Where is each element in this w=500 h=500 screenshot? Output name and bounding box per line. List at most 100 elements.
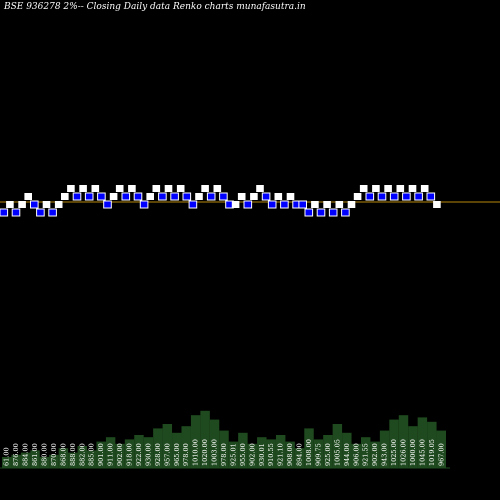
volume-label: 1019.05 bbox=[428, 439, 436, 466]
renko-brick-down bbox=[139, 200, 149, 209]
volume-label: 901.00 bbox=[97, 443, 105, 466]
renko-brick-up bbox=[201, 185, 209, 192]
volume-bar bbox=[417, 417, 428, 468]
volume-label: 880.00 bbox=[41, 443, 49, 466]
volume-label: 978.00 bbox=[182, 443, 190, 466]
volume-label: 1003.00 bbox=[211, 439, 219, 466]
renko-brick-down bbox=[97, 192, 106, 201]
renko-brick-down bbox=[414, 192, 423, 201]
volume-bar bbox=[2, 457, 12, 468]
renko-brick-down bbox=[170, 192, 179, 201]
volume-label: 908.00 bbox=[286, 443, 294, 466]
volume-bar bbox=[30, 450, 40, 468]
volume-bar bbox=[266, 439, 276, 468]
volume-bar bbox=[115, 443, 125, 468]
renko-brick-up bbox=[311, 201, 319, 208]
volume-label: 1045.00 bbox=[418, 439, 426, 466]
volume-bar bbox=[181, 426, 191, 468]
volume-bar bbox=[11, 454, 21, 468]
renko-brick-down bbox=[11, 208, 21, 217]
volume-bar bbox=[332, 424, 343, 468]
volume-label: 955.00 bbox=[239, 443, 247, 466]
volume-label: 930.01 bbox=[258, 443, 266, 466]
volume-label: 61.00 bbox=[3, 447, 11, 466]
renko-brick-up bbox=[347, 201, 356, 208]
renko-brick-up bbox=[353, 193, 362, 200]
volume-label: 902.00 bbox=[248, 443, 256, 466]
volume-bar bbox=[20, 452, 31, 468]
volume-label: 902.00 bbox=[371, 443, 379, 466]
renko-brick-up bbox=[384, 185, 392, 192]
renko-brick-up bbox=[250, 193, 258, 200]
renko-brick-up bbox=[433, 201, 441, 208]
renko-brick-down bbox=[219, 192, 228, 201]
renko-brick-up bbox=[42, 201, 51, 208]
renko-brick-down bbox=[341, 208, 350, 217]
volume-label: 925.00 bbox=[324, 443, 332, 466]
volume-bar bbox=[427, 421, 437, 468]
renko-brick-down bbox=[267, 200, 277, 209]
volume-bar bbox=[257, 437, 267, 468]
renko-brick-down bbox=[182, 192, 192, 201]
volume-label: 861.00 bbox=[31, 443, 39, 466]
brick-layer bbox=[0, 185, 441, 217]
volume-bar bbox=[379, 430, 390, 468]
volume-bar bbox=[58, 448, 69, 468]
renko-brick-up bbox=[359, 185, 368, 192]
volume-label: 943.00 bbox=[381, 443, 389, 466]
renko-brick-down bbox=[72, 192, 82, 201]
volume-label: 894.00 bbox=[296, 443, 304, 466]
renko-brick-up bbox=[128, 185, 136, 192]
volume-label: 882.00 bbox=[78, 443, 86, 466]
renko-brick-up bbox=[213, 185, 222, 192]
volume-label: 1005.05 bbox=[333, 439, 341, 466]
volume-bar bbox=[285, 441, 295, 468]
renko-brick-down bbox=[280, 200, 289, 209]
volume-bar bbox=[313, 439, 324, 468]
volume-bar bbox=[398, 415, 409, 468]
volume-label: 928.00 bbox=[154, 443, 162, 466]
volume-label: 1020.00 bbox=[201, 439, 209, 466]
renko-brick-up bbox=[323, 201, 331, 208]
volume-bar bbox=[228, 441, 239, 468]
volume-bar bbox=[360, 437, 371, 468]
renko-brick-up bbox=[396, 185, 405, 192]
volume-bar bbox=[87, 450, 97, 468]
renko-brick-down bbox=[206, 192, 216, 201]
volume-layer bbox=[0, 410, 450, 469]
renko-brick-up bbox=[231, 201, 240, 208]
volume-bar bbox=[209, 419, 220, 468]
renko-brick-down bbox=[103, 200, 112, 209]
renko-brick-up bbox=[109, 193, 118, 200]
volume-label: 1025.00 bbox=[390, 439, 398, 466]
volume-bar bbox=[238, 432, 248, 468]
volume-label: 957.00 bbox=[163, 443, 171, 466]
volume-bar bbox=[247, 443, 258, 468]
volume-label: 1008.00 bbox=[305, 439, 313, 466]
renko-brick-up bbox=[146, 193, 154, 200]
volume-bar bbox=[190, 415, 201, 468]
renko-brick-up bbox=[286, 193, 295, 200]
volume-bar bbox=[39, 457, 50, 468]
volume-bar bbox=[77, 446, 88, 468]
renko-brick-down bbox=[261, 192, 271, 201]
volume-bar bbox=[294, 448, 305, 468]
volume-label: 888.00 bbox=[69, 443, 77, 466]
renko-brick-down bbox=[133, 192, 143, 201]
renko-brick-up bbox=[91, 185, 100, 192]
renko-brick-up bbox=[237, 193, 246, 200]
volume-bar bbox=[134, 435, 144, 468]
volume-label: 911.00 bbox=[107, 443, 115, 466]
renko-brick-up bbox=[115, 185, 124, 192]
renko-brick-down bbox=[48, 208, 57, 217]
volume-label: 906.00 bbox=[352, 443, 360, 466]
renko-brick-up bbox=[195, 193, 203, 200]
volume-bar bbox=[49, 454, 59, 468]
renko-brick-up bbox=[408, 185, 417, 192]
renko-brick-up bbox=[54, 201, 63, 208]
renko-brick-up bbox=[372, 185, 380, 192]
renko-brick-down bbox=[36, 208, 45, 217]
volume-bar bbox=[275, 435, 286, 468]
volume-label-layer: 61.00 876.00 884.00 861.00 880.00 870.00 868.0… bbox=[3, 439, 446, 466]
